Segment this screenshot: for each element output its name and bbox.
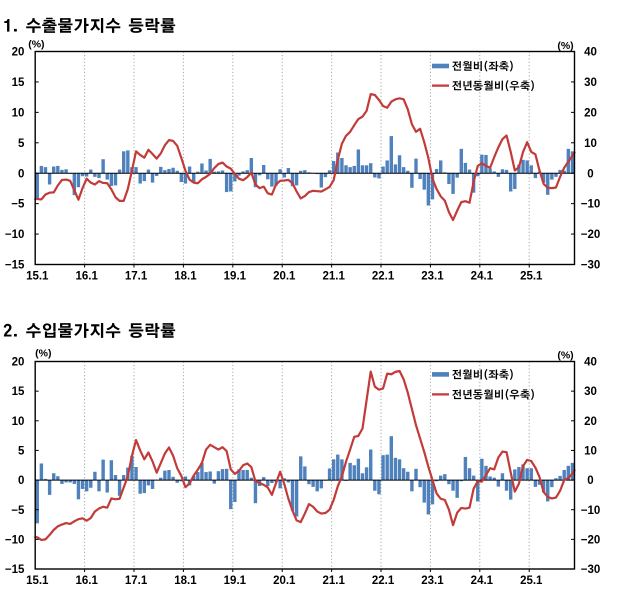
svg-text:−15: −15: [5, 260, 25, 272]
svg-text:5: 5: [18, 446, 25, 458]
svg-text:15: 15: [12, 77, 25, 89]
svg-text:−15: −15: [5, 564, 25, 576]
svg-text:−5: −5: [11, 199, 25, 211]
svg-text:25.1: 25.1: [520, 575, 543, 587]
svg-text:18.1: 18.1: [174, 270, 197, 282]
svg-text:24.1: 24.1: [471, 575, 494, 587]
svg-text:20.1: 20.1: [273, 270, 296, 282]
svg-text:17.1: 17.1: [125, 575, 148, 587]
svg-text:(%): (%): [557, 349, 573, 361]
svg-text:(%): (%): [35, 348, 51, 360]
svg-text:−20: −20: [581, 534, 601, 546]
svg-text:(%): (%): [28, 39, 44, 51]
svg-text:15.1: 15.1: [26, 575, 49, 587]
svg-text:(%): (%): [557, 40, 573, 52]
svg-text:20: 20: [584, 416, 597, 428]
svg-text:10: 10: [584, 446, 597, 458]
svg-text:20: 20: [12, 357, 25, 369]
svg-text:19.1: 19.1: [224, 270, 247, 282]
svg-text:22.1: 22.1: [372, 270, 395, 282]
svg-text:10: 10: [584, 138, 597, 150]
svg-text:0: 0: [18, 168, 24, 180]
svg-text:−10: −10: [581, 505, 601, 517]
svg-text:21.1: 21.1: [322, 270, 345, 282]
svg-text:10: 10: [12, 107, 25, 119]
svg-text:16.1: 16.1: [75, 270, 98, 282]
svg-text:25.1: 25.1: [520, 270, 543, 282]
svg-text:−10: −10: [5, 229, 25, 241]
svg-text:5: 5: [18, 138, 25, 150]
svg-text:0: 0: [587, 475, 593, 487]
svg-text:−10: −10: [581, 199, 601, 211]
svg-text:20: 20: [12, 47, 25, 59]
svg-text:21.1: 21.1: [322, 575, 345, 587]
svg-text:0: 0: [587, 168, 593, 180]
svg-text:−30: −30: [581, 260, 601, 272]
svg-text:16.1: 16.1: [75, 575, 98, 587]
svg-text:−5: −5: [11, 505, 25, 517]
svg-text:20.1: 20.1: [273, 575, 296, 587]
svg-text:20: 20: [584, 107, 597, 119]
svg-text:22.1: 22.1: [372, 575, 395, 587]
svg-text:−20: −20: [581, 229, 601, 241]
svg-text:0: 0: [18, 475, 24, 487]
svg-text:19.1: 19.1: [224, 575, 247, 587]
svg-text:30: 30: [584, 386, 597, 398]
svg-text:15.1: 15.1: [26, 270, 49, 282]
svg-text:15: 15: [12, 386, 25, 398]
svg-text:23.1: 23.1: [421, 575, 444, 587]
svg-text:24.1: 24.1: [471, 270, 494, 282]
svg-text:10: 10: [12, 416, 25, 428]
svg-text:17.1: 17.1: [125, 270, 148, 282]
svg-text:−10: −10: [5, 534, 25, 546]
svg-text:30: 30: [584, 77, 597, 89]
svg-text:23.1: 23.1: [421, 270, 444, 282]
svg-text:−30: −30: [581, 564, 601, 576]
svg-text:40: 40: [584, 357, 597, 369]
svg-text:18.1: 18.1: [174, 575, 197, 587]
svg-text:40: 40: [584, 47, 597, 59]
